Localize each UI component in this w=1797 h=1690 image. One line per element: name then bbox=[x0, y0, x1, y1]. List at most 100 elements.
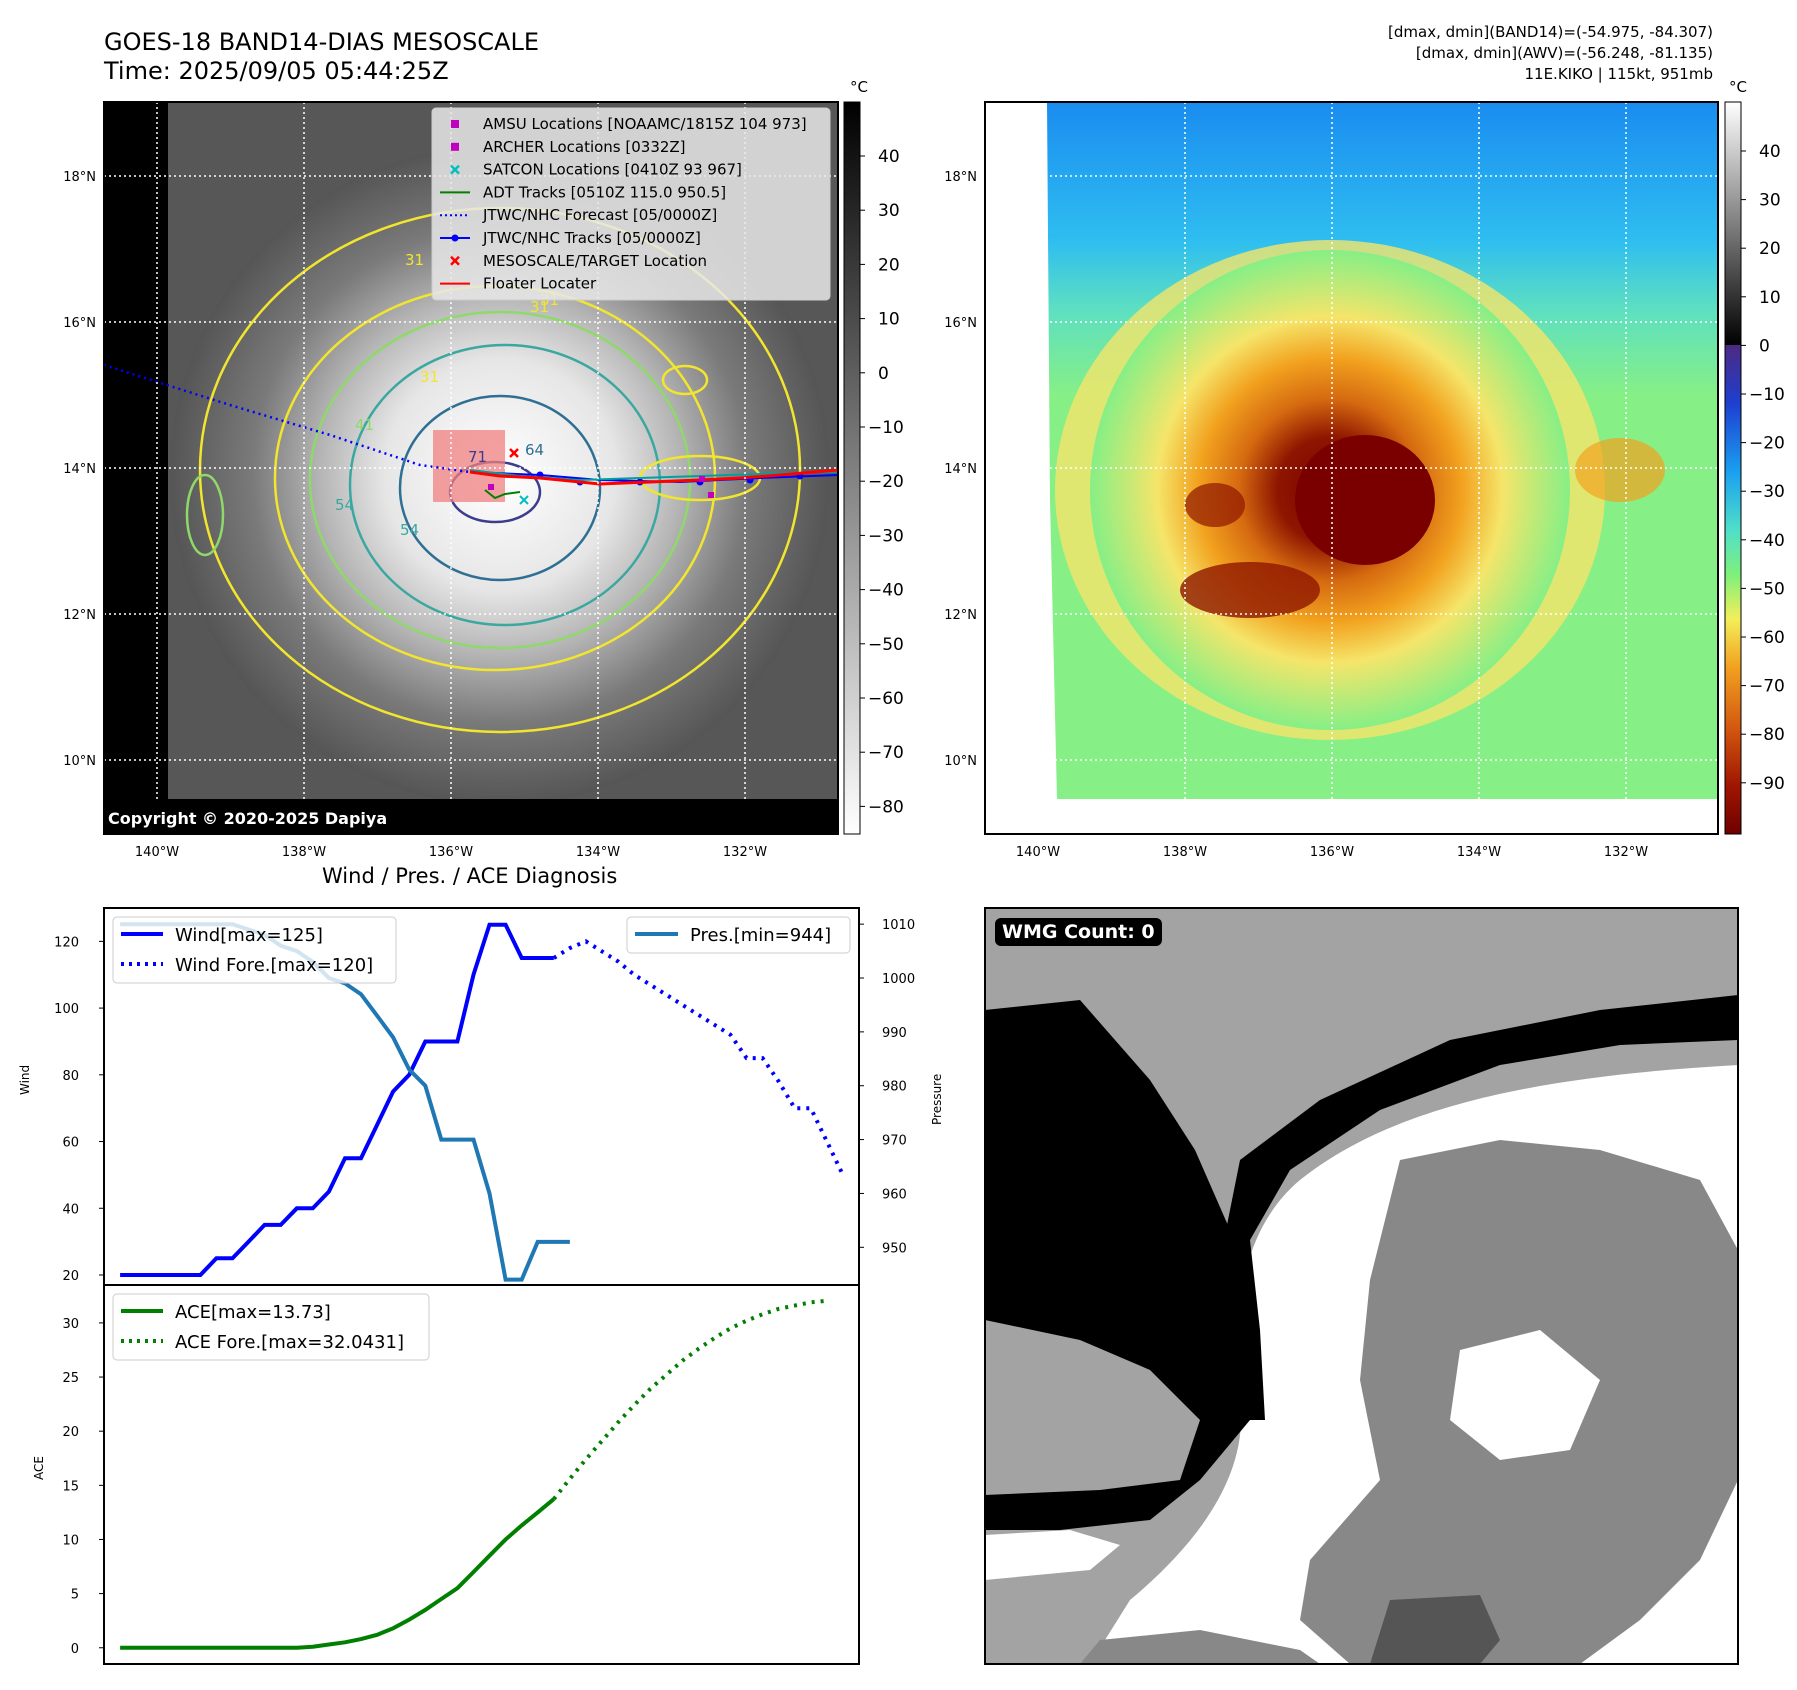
colorbar-tick-label: 0 bbox=[878, 364, 889, 384]
awv-lon-labels: 140°W 138°W 136°W 134°W 132°W bbox=[1016, 845, 1648, 860]
wind-legend-box bbox=[112, 916, 397, 984]
legend-marker bbox=[451, 120, 459, 128]
colorbar-tick-label: −60 bbox=[868, 689, 904, 709]
pressure-tick-label: 1010 bbox=[882, 918, 915, 933]
floater-track bbox=[469, 468, 838, 486]
colorbar-tick-label: −20 bbox=[1749, 434, 1785, 454]
page-title: GOES-18 BAND14-DIAS MESOSCALE bbox=[104, 28, 540, 56]
pressure-tick-label: 970 bbox=[882, 1134, 907, 1149]
contour-label: 41 bbox=[355, 416, 374, 434]
ir-lon-labels: 140°W 138°W 136°W 134°W 132°W bbox=[135, 845, 767, 860]
copyright-text: Copyright © 2020-2025 Dapiya bbox=[108, 809, 388, 828]
ir-legend-label: MESOSCALE/TARGET Location bbox=[483, 252, 707, 270]
colorbar-tick-label: −50 bbox=[868, 635, 904, 655]
colorbar-tick-label: −40 bbox=[1749, 531, 1785, 551]
ir-colorbar-ticks: 40 30 20 10 0 −10 −20 −30 −40 −50 −60 −70 −80 bbox=[860, 147, 904, 817]
wind-tick-label: 60 bbox=[62, 1136, 79, 1151]
legend-marker bbox=[450, 255, 460, 266]
ace-forecast-line bbox=[552, 1298, 828, 1501]
colorbar-tick-label: −10 bbox=[868, 418, 904, 438]
contour-label: 71 bbox=[468, 448, 487, 466]
contour-64 bbox=[398, 394, 602, 582]
ace-legend-label: ACE[max=13.73] bbox=[175, 1302, 331, 1323]
pressure-tick-label: 950 bbox=[882, 1241, 907, 1256]
ace-chart: 0 5 10 15 20 25 30 ACE[max=13.73] ACE Fore.[ma… bbox=[62, 1284, 860, 1665]
ir-map-frame bbox=[103, 101, 839, 835]
awv-gridlines bbox=[985, 102, 1718, 834]
ir-legend-item: JTWC/NHC Tracks [05/0000Z] bbox=[440, 229, 701, 247]
colorbar-tick-label: 30 bbox=[878, 201, 900, 221]
wind-axis-ticks: 20 40 60 80 100 120 bbox=[54, 935, 104, 1284]
colorbar-tick-label: −70 bbox=[868, 743, 904, 763]
colorbar-tick-label: 30 bbox=[1759, 191, 1781, 211]
ir-legend-item: MESOSCALE/TARGET Location bbox=[450, 252, 707, 270]
ace-axis-ticks: 0 5 10 15 20 25 30 bbox=[62, 1317, 104, 1657]
pressure-axis-label: Pressure bbox=[930, 1073, 944, 1125]
awv-colorbar-upper bbox=[1725, 102, 1741, 345]
wmg-black-band bbox=[1220, 995, 1738, 1420]
contour-label: 54 bbox=[400, 521, 419, 539]
ir-legend-items: AMSU Locations [NOAAMC/1815Z 104 973] ARC… bbox=[440, 115, 807, 293]
ir-legend: AMSU Locations [NOAAMC/1815Z 104 973] ARC… bbox=[431, 107, 831, 301]
page-time: Time: 2025/09/05 05:44:25Z bbox=[104, 57, 449, 85]
contour-label: 31 bbox=[420, 368, 439, 386]
lat-label: 14°N bbox=[63, 462, 96, 477]
lat-label: 14°N bbox=[944, 462, 977, 477]
wmg-gray-inset bbox=[985, 1320, 1200, 1495]
legend-marker bbox=[451, 234, 459, 242]
contour-54 bbox=[348, 343, 662, 627]
ace-legend: ACE[max=13.73] ACE Fore.[max=32.0431] bbox=[112, 1293, 430, 1361]
info-line-1: [dmax, dmin](BAND14)=(-54.975, -84.307) bbox=[1388, 23, 1713, 41]
lon-label: 134°W bbox=[1457, 845, 1501, 860]
colorbar-tick-label: −30 bbox=[1749, 482, 1785, 502]
pressure-tick-label: 990 bbox=[882, 1026, 907, 1041]
lon-label: 140°W bbox=[1016, 845, 1060, 860]
wind-axis-label: Wind bbox=[18, 1064, 32, 1095]
contour-41-west bbox=[185, 473, 225, 557]
ace-fore-legend-label: ACE Fore.[max=32.0431] bbox=[175, 1332, 404, 1353]
wind-pressure-chart: 20 40 60 80 100 120 950 960 970 980 990 1000 1010 W… bbox=[54, 907, 915, 1286]
awv-colorbar-unit: °C bbox=[1729, 78, 1747, 96]
ace-tick-label: 5 bbox=[71, 1588, 79, 1603]
awv-map: 18°N 16°N 14°N 12°N 10°N 140°W 138°W 136°W 134°… bbox=[944, 101, 1719, 860]
wmg-clear-sw bbox=[985, 1530, 1120, 1580]
wind-forecast-line bbox=[552, 939, 845, 1176]
wind-legend-label: Wind[max=125] bbox=[175, 925, 323, 946]
pressure-legend-label: Pres.[min=944] bbox=[690, 925, 831, 946]
adt-track bbox=[484, 489, 521, 500]
ir-legend-label: AMSU Locations [NOAAMC/1815Z 104 973] bbox=[483, 115, 807, 133]
pressure-tick-label: 980 bbox=[882, 1080, 907, 1095]
lat-label: 12°N bbox=[944, 608, 977, 623]
amsu-markers bbox=[488, 476, 714, 498]
awv-eye-region bbox=[1295, 435, 1435, 565]
awv-map-frame bbox=[984, 101, 1719, 835]
ir-legend-label: Floater Locater bbox=[483, 275, 597, 293]
wmg-panel bbox=[984, 907, 1739, 1665]
target-marker bbox=[509, 448, 519, 458]
awv-cold-cluster-west bbox=[1185, 483, 1245, 527]
colorbar-tick-label: −70 bbox=[1749, 677, 1785, 697]
colorbar-tick-label: −10 bbox=[1749, 385, 1785, 405]
lon-label: 140°W bbox=[135, 845, 179, 860]
contour-label: 54 bbox=[335, 496, 354, 514]
contour-labels: 313131314154546471 bbox=[335, 251, 559, 539]
ir-legend-label: SATCON Locations [0410Z 93 967] bbox=[483, 161, 742, 179]
colorbar-tick-label: 20 bbox=[878, 255, 900, 275]
contour-label: 64 bbox=[525, 441, 544, 459]
ir-legend-item: Floater Locater bbox=[440, 275, 597, 293]
floater-box bbox=[433, 430, 505, 502]
colorbar-tick-label: 40 bbox=[878, 147, 900, 167]
ir-lat-labels: 18°N 16°N 14°N 12°N 10°N bbox=[63, 170, 96, 769]
ir-legend-label: JTWC/NHC Forecast [05/0000Z] bbox=[482, 206, 717, 224]
ace-tick-label: 10 bbox=[62, 1533, 79, 1548]
ir-legend-item: ADT Tracks [0510Z 115.0 950.5] bbox=[440, 183, 726, 201]
pressure-legend: Pres.[min=944] bbox=[626, 916, 851, 954]
awv-lat-labels: 18°N 16°N 14°N 12°N 10°N bbox=[944, 170, 977, 769]
awv-colorbar-ticks: 40 30 20 10 0 −10 −20 −30 −40 −50 −60 −70 −80 −90 bbox=[1741, 142, 1785, 794]
lat-label: 18°N bbox=[63, 170, 96, 185]
awv-colorbar-frame bbox=[1724, 101, 1742, 835]
legend-marker bbox=[450, 164, 460, 175]
pressure-tick-label: 960 bbox=[882, 1187, 907, 1202]
awv-colorbar-lower bbox=[1725, 345, 1741, 834]
